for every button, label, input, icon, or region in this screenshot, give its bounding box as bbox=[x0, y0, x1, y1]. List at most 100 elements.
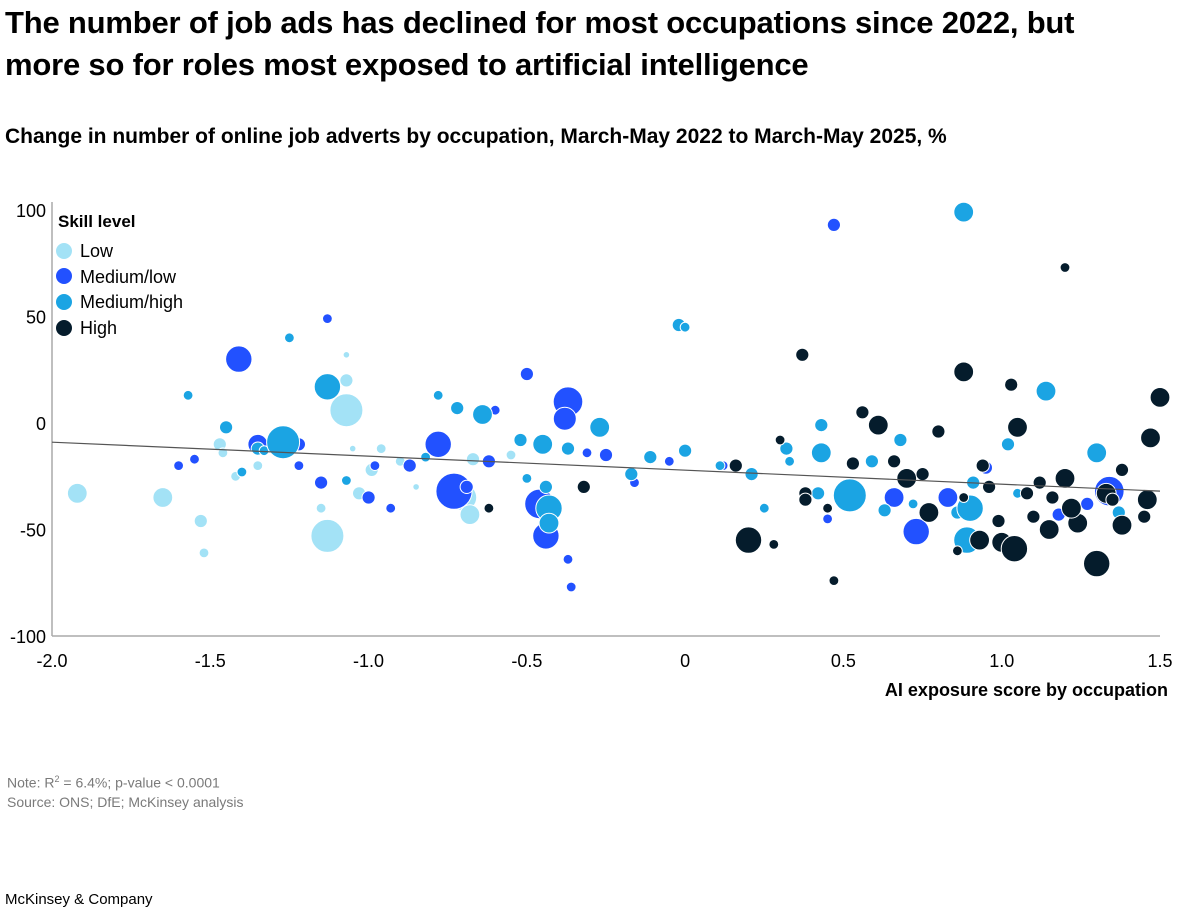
data-point bbox=[472, 404, 493, 425]
data-point bbox=[832, 478, 867, 513]
data-point bbox=[811, 486, 826, 501]
data-point bbox=[991, 513, 1006, 529]
axis-lines bbox=[51, 202, 1160, 637]
note-label: Note: R bbox=[7, 774, 55, 791]
data-point bbox=[915, 467, 930, 482]
data-point bbox=[361, 490, 376, 505]
legend-label-low: Low bbox=[80, 241, 114, 261]
data-point bbox=[728, 458, 743, 473]
x-tick-label: -1.0 bbox=[353, 651, 384, 671]
data-point bbox=[643, 450, 658, 465]
data-point bbox=[420, 451, 432, 463]
legend-swatch-medium-low bbox=[56, 268, 72, 284]
data-point bbox=[864, 454, 880, 469]
data-point bbox=[322, 313, 333, 325]
data-point bbox=[810, 442, 832, 464]
data-point bbox=[505, 449, 517, 461]
legend-label-high: High bbox=[80, 318, 117, 338]
data-point bbox=[918, 502, 940, 523]
data-point bbox=[663, 455, 675, 467]
data-point bbox=[552, 406, 577, 431]
data-point bbox=[565, 581, 577, 593]
x-tick-label: 1.0 bbox=[989, 651, 1014, 671]
data-point bbox=[1019, 486, 1035, 501]
data-point bbox=[931, 424, 946, 439]
legend-swatch-medium-high bbox=[56, 294, 72, 310]
data-point bbox=[779, 441, 794, 456]
source-text: Source: ONS; DfE; McKinsey analysis bbox=[7, 793, 244, 810]
data-point bbox=[1054, 468, 1076, 489]
data-point bbox=[1140, 427, 1161, 449]
data-point bbox=[576, 479, 591, 494]
data-point bbox=[1105, 492, 1120, 507]
data-point bbox=[822, 513, 833, 525]
x-tick-label: -0.5 bbox=[511, 651, 542, 671]
data-point bbox=[798, 492, 813, 507]
data-point bbox=[313, 373, 342, 401]
data-point bbox=[219, 420, 234, 435]
data-point bbox=[1000, 535, 1029, 563]
chart-subtitle: Change in number of online job adverts b… bbox=[5, 125, 947, 148]
data-point bbox=[459, 504, 481, 526]
data-point bbox=[1004, 377, 1019, 392]
data-point bbox=[822, 502, 833, 514]
note-text: Note: R2 = 6.4%; p-value < 0.0001 bbox=[7, 770, 244, 793]
data-point bbox=[867, 414, 889, 436]
legend-label-medium-high: Medium/high bbox=[80, 292, 183, 312]
data-point bbox=[937, 487, 959, 508]
legend: Skill level Low Medium/low Medium/high H… bbox=[56, 212, 183, 338]
brand-logo-text: McKinsey & Company bbox=[5, 891, 153, 908]
data-point bbox=[855, 405, 870, 420]
data-point bbox=[902, 517, 930, 546]
data-point bbox=[1032, 475, 1047, 490]
data-point bbox=[893, 432, 908, 448]
data-point bbox=[521, 473, 533, 484]
data-point bbox=[1086, 442, 1108, 464]
data-point bbox=[342, 351, 351, 359]
note-superscript: 2 bbox=[54, 774, 60, 784]
data-point bbox=[402, 458, 417, 473]
note-rest: = 6.4%; p-value < 0.0001 bbox=[59, 774, 220, 791]
x-tick-label: 0 bbox=[680, 651, 690, 671]
data-point bbox=[907, 498, 919, 510]
y-tick-label: -50 bbox=[20, 521, 46, 541]
data-point bbox=[483, 502, 495, 514]
data-point bbox=[1149, 387, 1171, 408]
x-axis-label: AI exposure score by occupation bbox=[885, 680, 1168, 700]
data-point bbox=[315, 502, 327, 514]
y-tick-labels: 100 50 0 -50 -100 bbox=[10, 201, 46, 647]
data-point bbox=[465, 452, 481, 467]
series-low bbox=[66, 351, 517, 559]
data-point bbox=[225, 345, 253, 373]
data-point bbox=[189, 453, 200, 465]
data-point bbox=[1114, 462, 1130, 477]
data-point bbox=[877, 503, 892, 518]
data-point bbox=[432, 389, 444, 401]
data-point bbox=[784, 455, 795, 467]
data-point bbox=[828, 575, 840, 587]
y-tick-label: 0 bbox=[36, 414, 46, 434]
data-point bbox=[412, 483, 420, 491]
data-point bbox=[152, 487, 174, 508]
data-point bbox=[538, 512, 560, 534]
data-point bbox=[679, 321, 691, 333]
trendline-group bbox=[51, 441, 1161, 492]
data-point bbox=[887, 454, 902, 469]
x-tick-label: -1.5 bbox=[195, 651, 226, 671]
data-point bbox=[182, 389, 194, 401]
data-point bbox=[598, 447, 614, 463]
data-point bbox=[560, 441, 576, 456]
series-medium-low bbox=[173, 217, 1125, 593]
data-point bbox=[744, 467, 759, 482]
data-point bbox=[1038, 519, 1060, 540]
data-point bbox=[519, 366, 535, 382]
data-point bbox=[532, 433, 554, 455]
data-point bbox=[896, 468, 918, 489]
data-point bbox=[581, 447, 593, 459]
data-point bbox=[385, 502, 397, 514]
data-point bbox=[369, 460, 381, 472]
data-point bbox=[173, 460, 185, 472]
data-point bbox=[236, 466, 248, 478]
x-tick-label: 1.5 bbox=[1147, 651, 1172, 671]
legend-swatch-low bbox=[56, 243, 72, 259]
